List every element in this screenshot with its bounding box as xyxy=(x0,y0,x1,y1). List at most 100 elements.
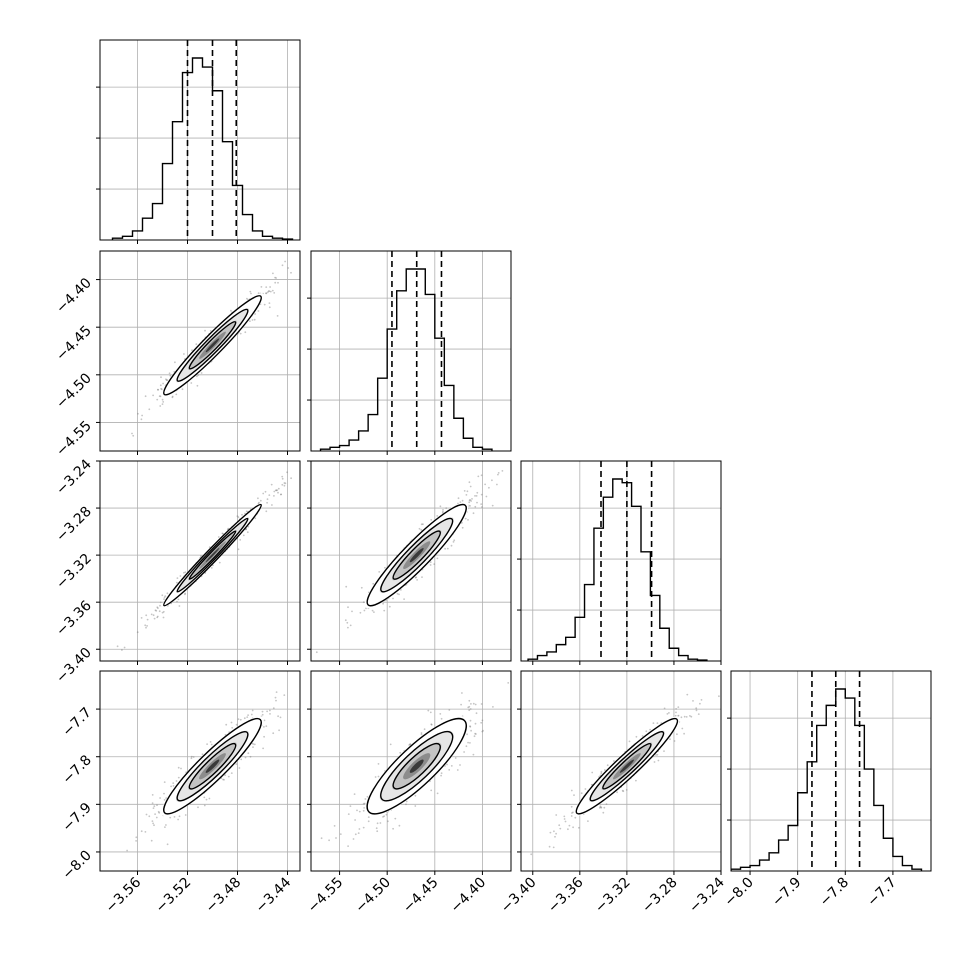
sample-point xyxy=(416,579,418,581)
sample-point xyxy=(469,499,471,501)
sample-point xyxy=(481,719,484,722)
sample-point xyxy=(492,706,494,708)
sample-point xyxy=(209,741,212,743)
sample-point xyxy=(603,806,606,809)
sample-point xyxy=(137,412,139,415)
sample-point xyxy=(121,649,123,651)
sample-point xyxy=(578,826,580,829)
sample-point xyxy=(184,592,187,595)
sample-point xyxy=(475,712,478,715)
sample-point xyxy=(320,837,323,840)
sample-point xyxy=(354,833,357,836)
panel-1-3 xyxy=(99,460,301,662)
sample-point xyxy=(468,699,471,702)
sample-point xyxy=(392,597,394,600)
sample-point xyxy=(503,861,505,863)
sample-point xyxy=(363,802,366,805)
sample-point xyxy=(460,703,462,706)
sample-point xyxy=(382,816,384,818)
sample-point xyxy=(203,804,206,807)
sample-point xyxy=(172,785,175,787)
sample-point xyxy=(261,713,264,716)
sample-point xyxy=(180,767,182,770)
sample-point xyxy=(484,483,486,486)
sample-point xyxy=(315,651,318,654)
sample-point xyxy=(145,614,148,617)
sample-point xyxy=(279,493,282,496)
sample-point xyxy=(445,507,448,509)
sample-point xyxy=(197,374,200,376)
sample-point xyxy=(481,506,483,508)
sample-point xyxy=(673,740,676,742)
sample-point xyxy=(145,626,147,629)
sample-point xyxy=(331,219,333,221)
sample-point xyxy=(481,730,484,733)
sample-point xyxy=(156,398,159,401)
sample-point xyxy=(574,816,577,819)
sample-point xyxy=(239,332,242,335)
sample-point xyxy=(472,702,475,705)
density-level xyxy=(205,548,220,563)
sample-point xyxy=(362,601,365,604)
sample-point xyxy=(463,490,466,492)
sample-point xyxy=(461,526,464,529)
sample-point xyxy=(173,816,176,818)
sample-point xyxy=(227,527,230,530)
sample-point xyxy=(420,732,423,734)
sample-point xyxy=(159,604,161,607)
sample-point xyxy=(162,382,165,385)
sample-point xyxy=(217,536,220,538)
sample-point xyxy=(176,577,179,579)
sample-point xyxy=(405,800,408,803)
sample-point xyxy=(474,703,477,706)
sample-point xyxy=(367,816,370,818)
sample-point xyxy=(166,592,169,595)
sample-point xyxy=(690,715,693,718)
panel-1-4 xyxy=(99,670,301,872)
contour-line xyxy=(602,742,652,790)
sample-point xyxy=(613,760,615,762)
sample-point xyxy=(422,523,424,526)
sample-point xyxy=(206,743,209,745)
sample-point xyxy=(281,475,284,478)
sample-point xyxy=(655,754,657,756)
sample-point xyxy=(221,532,224,535)
panel-frame xyxy=(99,39,301,241)
sample-point xyxy=(480,474,483,477)
sample-point xyxy=(440,774,442,777)
density-group xyxy=(116,471,292,651)
sample-point xyxy=(686,693,689,696)
sample-point xyxy=(140,830,143,833)
sample-point xyxy=(250,292,252,295)
sample-point xyxy=(549,831,552,834)
sample-point xyxy=(268,306,271,309)
sample-point xyxy=(156,616,159,619)
sample-point xyxy=(656,753,659,756)
sample-point xyxy=(241,513,243,516)
sample-point xyxy=(116,645,119,648)
sample-point xyxy=(250,713,253,716)
sample-point xyxy=(237,718,240,721)
sample-point xyxy=(685,716,688,718)
panel-1-2 xyxy=(99,219,333,452)
histogram-step xyxy=(527,478,708,661)
sample-point xyxy=(165,797,168,799)
sample-point xyxy=(157,388,160,391)
sample-point xyxy=(209,330,212,332)
sample-point xyxy=(485,495,488,498)
sample-point xyxy=(265,510,268,513)
sample-point xyxy=(663,750,665,752)
sample-point xyxy=(266,710,268,713)
sample-point xyxy=(280,493,283,496)
sample-point xyxy=(200,555,202,557)
sample-point xyxy=(415,576,418,579)
sample-point xyxy=(477,475,480,478)
sample-point xyxy=(414,805,417,807)
sample-point xyxy=(240,758,243,761)
sample-point xyxy=(470,729,472,732)
sample-point xyxy=(469,725,472,728)
sample-point xyxy=(358,828,361,830)
sample-point xyxy=(420,523,423,526)
sample-point xyxy=(165,379,168,381)
sample-point xyxy=(197,806,199,809)
